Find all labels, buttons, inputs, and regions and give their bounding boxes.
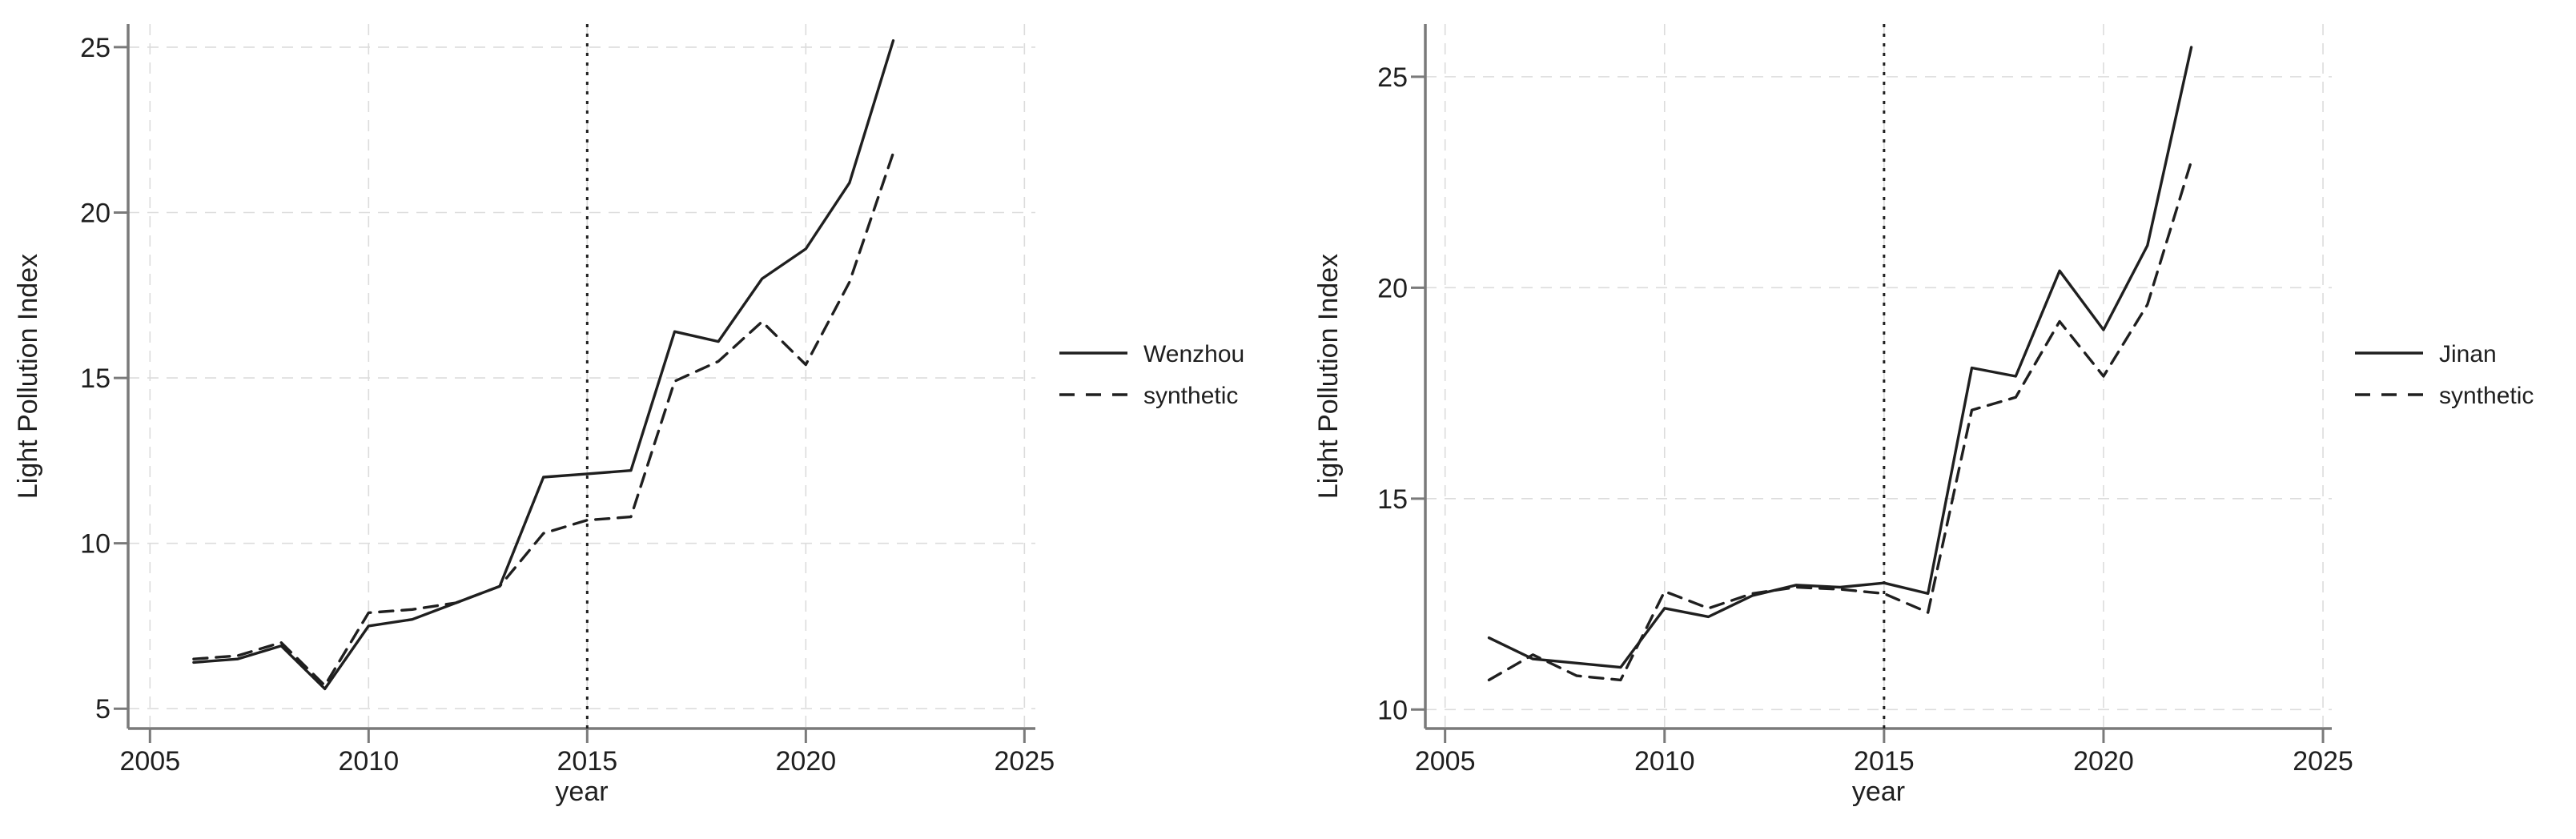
series-synthetic-line — [1487, 159, 2193, 682]
legend-label: Wenzhou — [1143, 341, 1244, 367]
y-tick-label: 25 — [80, 33, 111, 63]
x-axis-title: year — [1852, 777, 1905, 807]
y-axis-title: Light Pollution Index — [1313, 254, 1344, 499]
y-tick-label: 10 — [1377, 695, 1408, 725]
x-tick-label: 2020 — [776, 746, 837, 777]
y-tick-label: 15 — [80, 363, 111, 394]
series-synthetic-line — [192, 151, 895, 687]
x-tick-label: 2005 — [119, 746, 180, 777]
y-axis-title: Light Pollution Index — [13, 254, 43, 499]
legend-label: synthetic — [1143, 383, 1238, 409]
x-tick-label: 2010 — [1634, 746, 1695, 777]
x-tick-label: 2025 — [2293, 746, 2353, 777]
x-axis-title: year — [555, 777, 608, 807]
y-tick-label: 20 — [1377, 273, 1408, 303]
y-tick-label: 20 — [80, 198, 111, 228]
legend-label: Jinan — [2439, 341, 2497, 367]
y-tick-label: 10 — [80, 529, 111, 560]
chart-wenzhou-figure: 5 10 15 20 25 2005 2010 2015 2020 2025 year Light P… — [13, 24, 1244, 807]
y-tick-label: 5 — [95, 694, 111, 725]
x-tick-label: 2025 — [995, 746, 1055, 777]
series-jinan-line — [1487, 46, 2193, 669]
series-wenzhou-line — [192, 39, 895, 691]
x-tick-label: 2010 — [338, 746, 399, 777]
x-tick-label: 2005 — [1415, 746, 1476, 777]
chart-jinan-figure: 10 15 20 25 2005 2010 2015 2020 2025 year Light Po… — [1289, 0, 2576, 839]
x-tick-label: 2020 — [2073, 746, 2134, 777]
x-tick-label: 2015 — [1854, 746, 1915, 777]
legend-label: synthetic — [2439, 383, 2534, 409]
y-tick-label: 15 — [1377, 484, 1408, 515]
y-tick-label: 25 — [1377, 62, 1408, 93]
x-tick-label: 2015 — [557, 746, 618, 777]
